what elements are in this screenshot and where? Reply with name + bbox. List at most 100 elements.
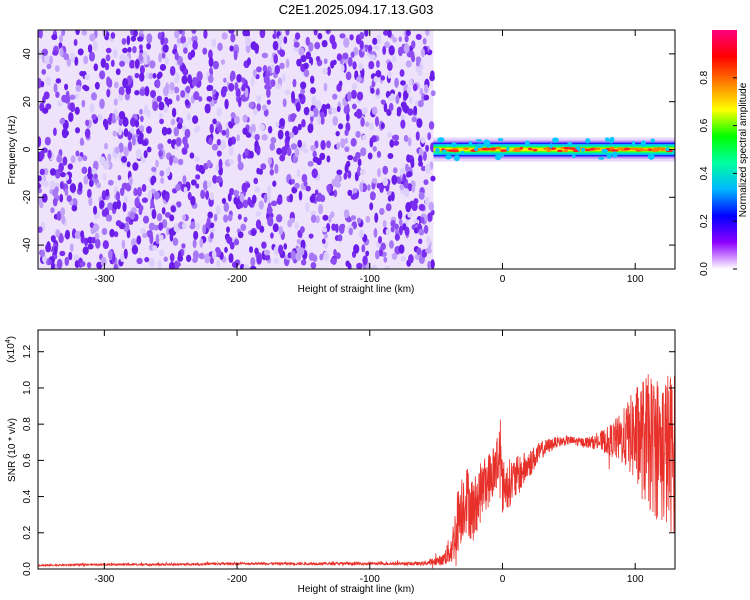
noise-speck — [373, 227, 378, 238]
noise-speck — [49, 180, 56, 190]
noise-speck — [95, 238, 101, 249]
noise-speck — [305, 36, 310, 46]
noise-speck — [151, 208, 157, 220]
signal-wisp — [445, 154, 452, 160]
noise-speck — [134, 119, 140, 128]
noise-speck — [410, 159, 415, 169]
snr-line — [38, 374, 675, 569]
signal-peak — [546, 149, 551, 153]
noise-speck — [93, 205, 98, 215]
noise-speck — [115, 68, 121, 76]
noise-speck — [166, 127, 172, 135]
noise-speck — [130, 35, 137, 42]
noise-speck — [40, 80, 45, 88]
noise-speck — [269, 168, 275, 176]
noise-speck — [139, 72, 145, 82]
noise-speck — [164, 192, 170, 203]
signal-peak — [585, 148, 591, 152]
noise-speck — [220, 87, 227, 98]
noise-speck — [79, 137, 84, 146]
noise-speck — [69, 243, 74, 252]
noise-speck — [309, 75, 315, 84]
noise-speck — [159, 170, 165, 177]
noise-speck — [205, 190, 210, 200]
noise-speck — [96, 182, 102, 189]
signal-peak — [451, 149, 460, 153]
noise-speck — [198, 96, 203, 102]
noise-speck — [215, 164, 220, 172]
noise-speck — [317, 32, 323, 40]
noise-speck — [77, 48, 84, 56]
noise-speck — [350, 215, 357, 221]
noise-speck — [159, 118, 164, 125]
noise-speck — [121, 239, 126, 249]
noise-speck — [117, 174, 122, 181]
noise-speck — [55, 91, 60, 98]
spectrogram-x-axis: -300 -200 -100 0 100 — [94, 30, 644, 285]
spectrogram-y-axis: -40 -20 0 20 40 — [22, 48, 675, 252]
noise-speck — [374, 212, 379, 223]
noise-speck — [110, 59, 115, 68]
noise-speck — [127, 132, 132, 141]
noise-speck — [380, 122, 385, 130]
noise-speck — [398, 219, 403, 226]
signal-peak — [483, 147, 491, 151]
noise-speck — [387, 195, 392, 202]
noise-speck — [411, 116, 418, 123]
noise-speck — [430, 70, 435, 79]
noise-speck — [125, 216, 131, 223]
noise-speck — [372, 146, 377, 152]
noise-speck — [387, 131, 392, 139]
noise-speck — [252, 69, 257, 78]
noise-speck — [61, 215, 66, 225]
noise-speck — [118, 111, 126, 120]
noise-speck — [161, 126, 168, 136]
noise-speck — [298, 47, 305, 56]
signal-wisp — [581, 147, 586, 153]
noise-speck — [370, 87, 375, 94]
noise-speck — [236, 134, 241, 142]
noise-speck — [195, 183, 200, 189]
noise-speck — [190, 195, 196, 206]
noise-speck — [347, 170, 352, 179]
noise-speck — [52, 50, 59, 56]
noise-speck — [155, 79, 161, 89]
noise-speck — [283, 243, 288, 250]
noise-speck — [66, 57, 72, 67]
noise-speck — [132, 45, 137, 54]
x-tick-label: 100 — [627, 274, 644, 285]
noise-speck — [267, 157, 272, 165]
noise-speck — [213, 213, 218, 222]
noise-speck — [103, 142, 109, 150]
noise-speck — [229, 241, 235, 250]
noise-speck — [163, 37, 169, 45]
noise-speck — [398, 244, 405, 254]
noise-speck — [75, 127, 81, 134]
noise-speck — [136, 257, 143, 265]
noise-speck — [161, 207, 166, 215]
noise-speck — [162, 44, 169, 53]
noise-speck — [420, 216, 425, 224]
noise-speck — [124, 93, 131, 101]
noise-speck — [253, 177, 259, 185]
noise-speck — [155, 159, 159, 168]
noise-speck — [233, 190, 240, 196]
noise-speck — [64, 256, 70, 266]
signal-wisp — [483, 139, 490, 146]
noise-speck — [388, 102, 394, 112]
signal-peak — [609, 146, 615, 150]
noise-speck — [206, 85, 212, 92]
noise-speck — [192, 257, 198, 263]
noise-speck — [100, 256, 107, 267]
noise-speck — [394, 233, 400, 241]
noise-speck — [113, 231, 119, 238]
noise-speck — [110, 32, 116, 39]
noise-speck — [64, 229, 71, 240]
noise-speck — [142, 215, 150, 224]
noise-speck — [163, 256, 168, 262]
noise-speck — [136, 235, 142, 245]
signal-peak — [658, 147, 666, 150]
noise-speck — [158, 222, 164, 231]
noise-speck — [77, 156, 83, 162]
noise-speck — [134, 58, 140, 69]
